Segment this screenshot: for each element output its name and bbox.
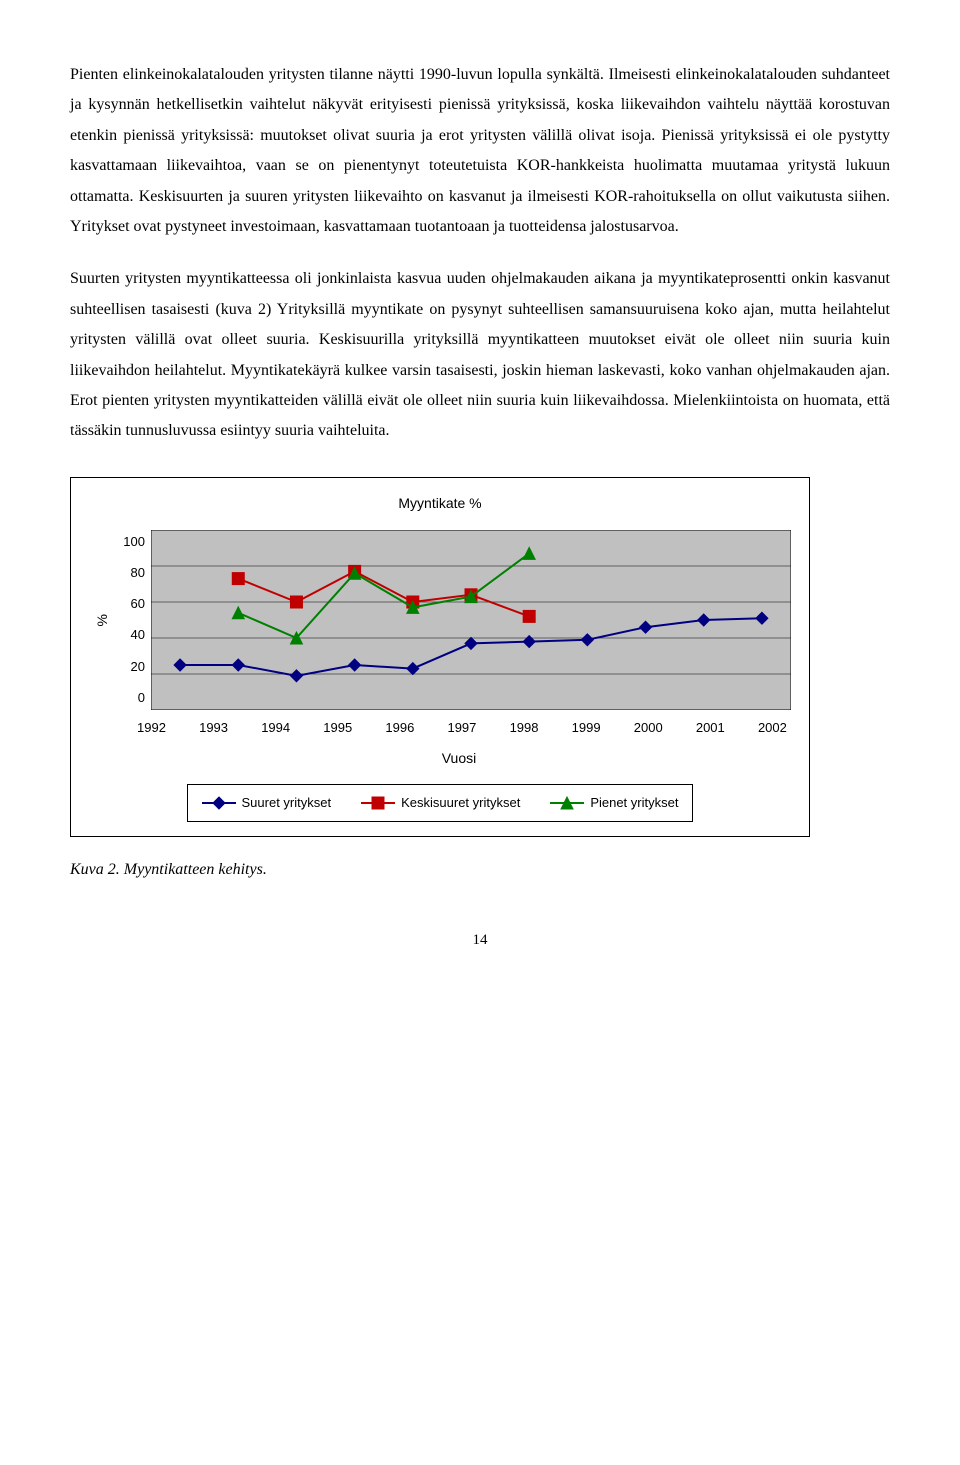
chart-container: Myyntikate % % 100 80 60 40 20 0 1992 1993 1994…	[70, 477, 810, 838]
xtick-label: 1993	[199, 716, 228, 741]
xtick-label: 1996	[385, 716, 414, 741]
page-number: 14	[70, 926, 890, 955]
legend-item: Suuret yritykset	[202, 791, 332, 816]
body-paragraph-2: Suurten yritysten myyntikatteessa oli jo…	[70, 264, 890, 446]
xtick-label: 2001	[696, 716, 725, 741]
figure-caption: Kuva 2. Myyntikatteen kehitys.	[70, 855, 890, 885]
chart-title: Myyntikate %	[89, 490, 791, 517]
legend-label: Suuret yritykset	[242, 791, 332, 816]
chart-ylabel: %	[89, 614, 116, 626]
chart-legend: Suuret yritykset Keskisuuret yritykset Pie…	[187, 784, 694, 823]
xtick-label: 1992	[137, 716, 166, 741]
ytick-label: 40	[131, 623, 145, 648]
xtick-label: 2000	[634, 716, 663, 741]
legend-label: Pienet yritykset	[590, 791, 678, 816]
ytick-label: 60	[131, 592, 145, 617]
ytick-label: 100	[123, 530, 145, 555]
chart-xticks: 1992 1993 1994 1995 1996 1997 1998 1999 2000 2001…	[133, 716, 791, 741]
ytick-label: 0	[138, 686, 145, 711]
legend-item: Pienet yritykset	[550, 791, 678, 816]
chart-plot	[151, 530, 791, 710]
xtick-label: 2002	[758, 716, 787, 741]
xtick-label: 1997	[447, 716, 476, 741]
chart-xlabel: Vuosi	[127, 745, 791, 772]
xtick-label: 1998	[510, 716, 539, 741]
xtick-label: 1999	[572, 716, 601, 741]
ytick-label: 20	[131, 655, 145, 680]
legend-label: Keskisuuret yritykset	[401, 791, 520, 816]
legend-item: Keskisuuret yritykset	[361, 791, 520, 816]
ytick-label: 80	[131, 561, 145, 586]
chart-yticks: 100 80 60 40 20 0	[122, 530, 151, 710]
body-paragraph-1: Pienten elinkeinokalatalouden yritysten …	[70, 60, 890, 242]
xtick-label: 1994	[261, 716, 290, 741]
xtick-label: 1995	[323, 716, 352, 741]
chart-svg	[151, 530, 791, 710]
